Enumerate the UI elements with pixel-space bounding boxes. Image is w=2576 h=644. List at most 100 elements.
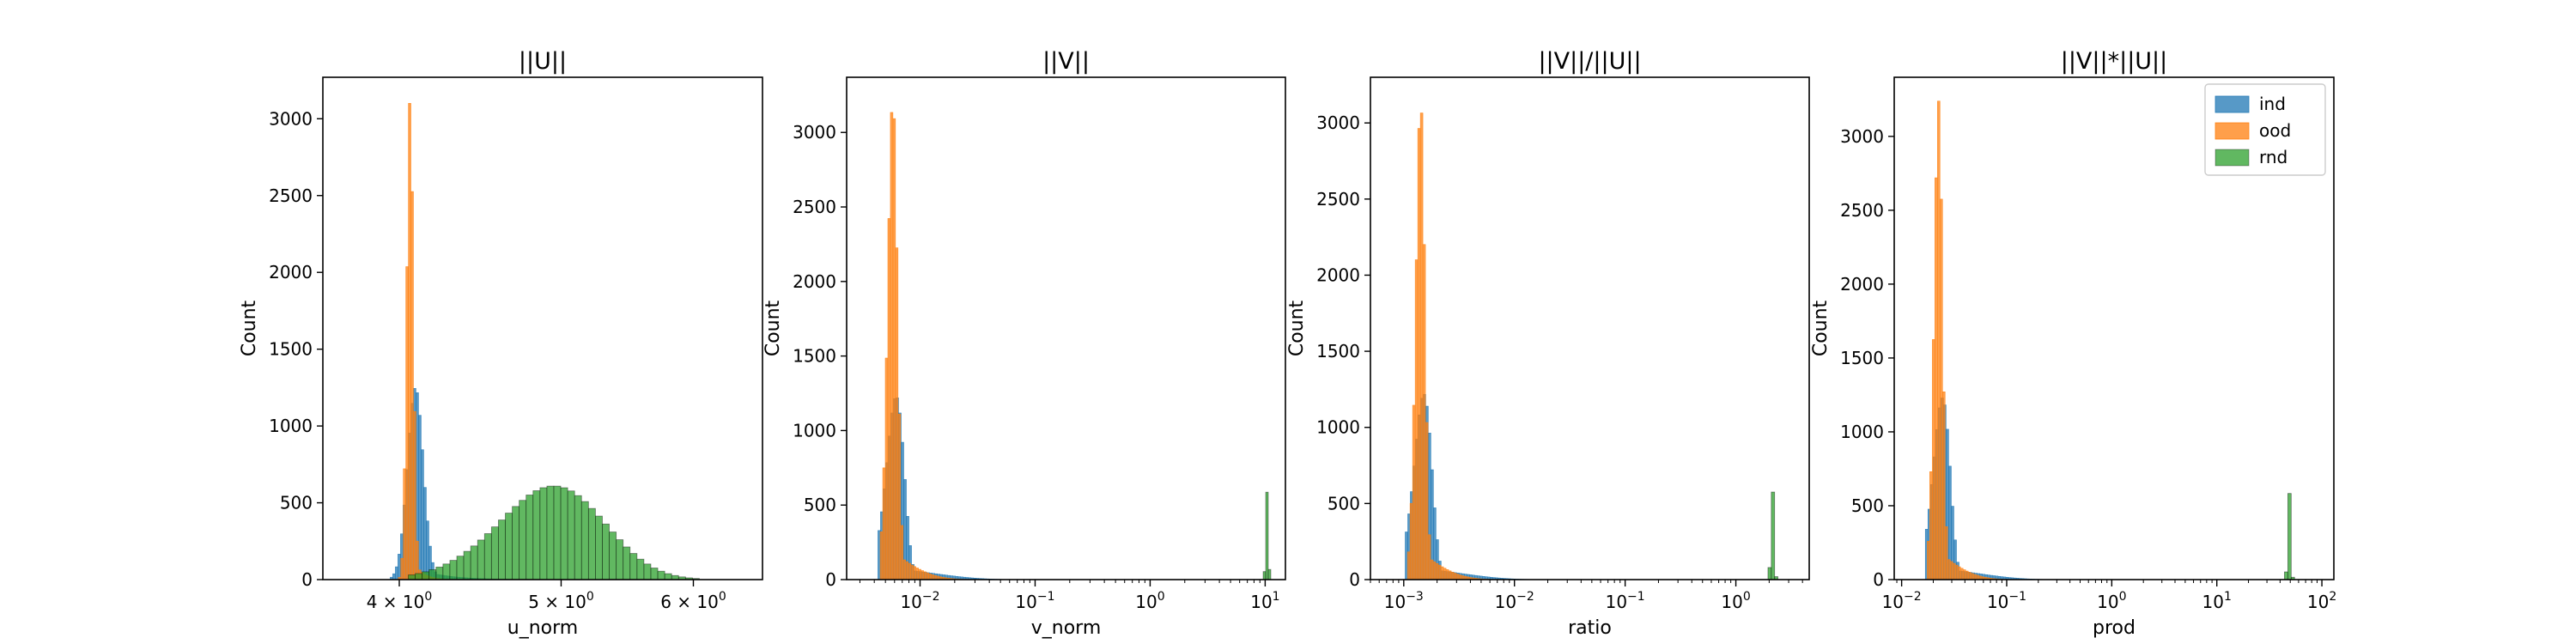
x-tick-label: 5 × 100 <box>528 590 594 612</box>
x-tick-label: 10−3 <box>1384 590 1424 612</box>
bar-rnd <box>477 539 485 580</box>
x-axis-label: ratio <box>1568 617 1612 639</box>
bar-ood <box>918 568 921 580</box>
y-tick-label: 2500 <box>793 197 836 217</box>
y-tick-label: 500 <box>1327 493 1360 513</box>
bar-ood <box>913 566 916 580</box>
bar-ood <box>1455 574 1460 580</box>
bar-ood <box>1965 570 1969 580</box>
bar-ood <box>1945 526 1948 580</box>
chart-title: ||U|| <box>519 48 567 75</box>
y-axis-label: Count <box>1286 300 1308 356</box>
bar-rnd <box>1262 571 1267 580</box>
y-tick-label: 3000 <box>269 108 313 129</box>
x-axis-label: u_norm <box>507 617 578 639</box>
bar-ood <box>908 562 911 580</box>
bar-ood <box>910 564 914 580</box>
bar-ood <box>900 525 904 580</box>
y-tick-label: 3000 <box>1316 112 1360 133</box>
bars-group <box>1405 112 1778 580</box>
x-tick-label: 10−1 <box>1015 590 1054 612</box>
bar-rnd <box>1771 491 1776 580</box>
bar-ood <box>1443 568 1447 580</box>
bar-rnd <box>442 563 451 580</box>
bar-ood <box>408 103 411 580</box>
bar-ood <box>1940 198 1943 580</box>
bar-ood <box>884 357 889 580</box>
series-rnd <box>1262 491 1272 580</box>
y-tick-label: 1500 <box>269 339 313 360</box>
legend-swatch-ood <box>2215 122 2250 140</box>
bar-rnd <box>435 566 444 580</box>
x-tick-label: 10−2 <box>1882 590 1922 612</box>
legend-label-ind: ind <box>2259 94 2286 114</box>
bar-ood <box>405 266 409 580</box>
bar-ood <box>920 570 924 580</box>
bar-ood <box>1959 568 1964 580</box>
bar-ood <box>892 118 896 580</box>
bar-rnd <box>2287 493 2292 580</box>
bars-group <box>390 103 700 580</box>
y-axis-label: Count <box>762 300 784 356</box>
bar-rnd <box>587 507 596 580</box>
bars-group <box>1924 100 2295 580</box>
bar-rnd <box>1265 491 1269 580</box>
bar-ood <box>410 191 414 580</box>
bar-ood <box>1425 422 1429 580</box>
bar-rnd <box>1767 567 1772 580</box>
bar-ood <box>1950 561 1953 580</box>
bar-ood <box>1414 259 1419 580</box>
y-tick-label: 500 <box>804 495 836 515</box>
bar-rnd <box>463 550 471 580</box>
bar-ood <box>882 467 886 580</box>
bar-rnd <box>609 532 617 580</box>
y-tick-label: 2000 <box>793 271 836 292</box>
y-tick-label: 2500 <box>1316 189 1360 210</box>
bar-ood <box>1417 128 1421 580</box>
bar-ood <box>1970 573 1974 580</box>
bar-ind <box>392 573 396 580</box>
bar-rnd <box>490 526 499 580</box>
bar-ind <box>395 566 398 580</box>
y-tick-label: 0 <box>1349 569 1360 590</box>
y-tick-label: 500 <box>1851 495 1884 516</box>
y-tick-label: 2000 <box>269 262 313 283</box>
bar-ood <box>1450 571 1455 580</box>
y-tick-label: 1500 <box>1840 348 1884 368</box>
bar-ind <box>418 415 422 580</box>
x-axis-label: v_norm <box>1031 617 1102 639</box>
bar-ood <box>1406 551 1411 580</box>
y-tick-label: 1000 <box>1840 422 1884 442</box>
y-axis-label: Count <box>1810 300 1832 356</box>
bar-ood <box>931 574 934 580</box>
y-tick-label: 1500 <box>793 346 836 367</box>
x-tick-label: 10−1 <box>1987 590 2026 612</box>
y-tick-label: 1500 <box>1316 341 1360 361</box>
bar-ood <box>1419 112 1424 580</box>
bar-ind <box>421 449 424 580</box>
x-tick-label: 10−1 <box>1606 590 1645 612</box>
bar-ood <box>1435 562 1439 580</box>
bar-rnd <box>519 500 527 580</box>
bar-ind <box>423 487 427 580</box>
series-rnd <box>2284 493 2295 580</box>
bar-rnd <box>532 490 541 580</box>
x-tick-label: 100 <box>1721 590 1750 612</box>
bar-ind <box>398 554 401 580</box>
bar-ood <box>1953 562 1956 580</box>
bar-ood <box>1942 392 1946 580</box>
bar-ood <box>1432 561 1437 580</box>
bar-ood <box>1932 339 1935 580</box>
bar-ood <box>1427 534 1431 580</box>
chart-panel-4: 0 500 1000 1500 2000 2500 3000 10−2 10−1 100 101 10… <box>1810 48 2336 639</box>
bar-rnd <box>505 513 513 580</box>
bar-rnd <box>408 574 416 580</box>
bar-ood <box>902 559 907 580</box>
bar-ood <box>890 112 894 580</box>
bar-rnd <box>539 487 548 580</box>
bar-rnd <box>602 523 610 580</box>
legend-swatch-ind <box>2215 95 2250 113</box>
bar-ood <box>1927 541 1930 580</box>
bar-ood <box>1955 564 1959 580</box>
